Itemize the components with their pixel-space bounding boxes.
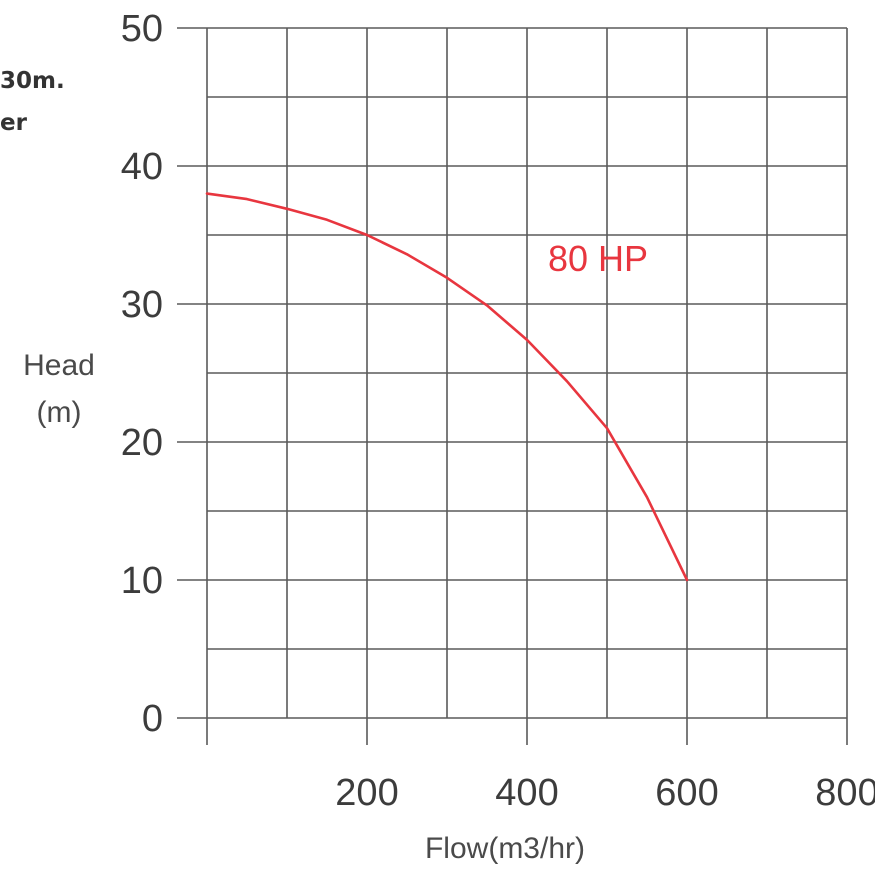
cropped-text-fragment: er: [0, 110, 27, 136]
y-tick-label: 0: [142, 698, 163, 740]
y-tick-label: 40: [121, 146, 163, 188]
y-tick-label: 10: [121, 560, 163, 602]
series-line-80hp: [205, 192, 689, 582]
x-tick-label: 600: [655, 772, 718, 814]
y-axis-label: Head: [23, 349, 95, 382]
y-tick-label: 50: [121, 8, 163, 50]
x-tick-label: 200: [335, 772, 398, 814]
series-label-80hp: 80 HP: [548, 238, 649, 279]
y-tick-label: 30: [121, 284, 163, 326]
x-axis-label: Flow(m3/hr): [424, 832, 585, 865]
y-axis-label-unit: (m): [36, 396, 82, 429]
cropped-text-fragment: 30m.: [0, 68, 65, 94]
x-tick-label: 400: [495, 772, 558, 814]
y-tick-label: 20: [121, 422, 163, 464]
x-tick-label: 800: [815, 772, 875, 814]
